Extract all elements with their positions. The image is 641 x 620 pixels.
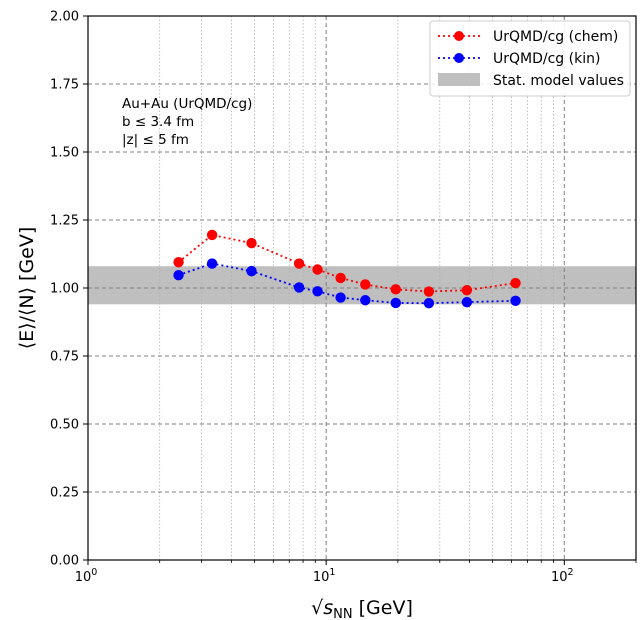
data-point-kin	[335, 292, 346, 303]
annotation-line-3: |z| ≤ 5 fm	[122, 132, 189, 148]
x-tick-label: 102	[551, 567, 574, 585]
x-axis-label-sqrt: √	[311, 597, 324, 619]
y-tick-label: 0.00	[50, 554, 79, 569]
annotation: Au+Au (UrQMD/cg) b ≤ 3.4 fm |z| ≤ 5 fm	[122, 96, 252, 148]
data-point-chem	[246, 237, 257, 249]
legend-label-kin: UrQMD/cg (kin)	[493, 51, 600, 67]
data-point-kin	[206, 258, 218, 269]
y-tick-label: 1.25	[50, 214, 79, 229]
y-tick-label: 1.75	[50, 78, 79, 93]
legend: UrQMD/cg (chem) UrQMD/cg (kin) Stat. mod…	[429, 20, 631, 97]
x-axis-label: √sNN [GeV]	[311, 597, 413, 620]
x-tick-label: 100	[75, 567, 98, 585]
y-tick-label: 1.00	[50, 282, 79, 297]
legend-swatch-band	[438, 73, 480, 86]
series-line-chem	[177, 234, 516, 293]
x-tick-label: 101	[313, 567, 336, 585]
y-tick-label: 2.00	[50, 10, 79, 25]
data-point-kin	[173, 270, 184, 281]
x-axis-label-unit: [GeV]	[353, 597, 413, 619]
data-point-chem	[173, 256, 184, 268]
data-point-chem	[510, 277, 521, 289]
legend-marker-kin	[454, 53, 464, 63]
x-axis-label-subscript: NN	[333, 607, 352, 620]
legend-marker-chem	[454, 31, 464, 41]
data-point-chem	[335, 272, 346, 284]
data-point-kin	[312, 286, 323, 297]
data-point-kin	[360, 295, 371, 306]
data-point-kin	[423, 298, 435, 309]
annotation-line-2: b ≤ 3.4 fm	[122, 114, 194, 130]
x-axis-label-symbol: s	[323, 597, 333, 619]
data-point-chem	[206, 229, 218, 241]
data-point-kin	[246, 265, 257, 277]
legend-label-chem: UrQMD/cg (chem)	[493, 29, 618, 45]
y-tick-label: 0.25	[50, 486, 79, 501]
data-point-chem	[360, 279, 371, 290]
annotation-line-1: Au+Au (UrQMD/cg)	[122, 96, 252, 112]
legend-label-band: Stat. model values	[493, 73, 624, 89]
data-point-kin	[510, 295, 521, 306]
y-tick-label: 0.75	[50, 350, 79, 365]
series-line-kin	[178, 262, 516, 305]
y-axis-label: ⟨E⟩/⟨N⟩ [GeV]	[16, 227, 38, 350]
data-point-kin	[461, 296, 473, 308]
y-tick-label: 1.50	[50, 146, 79, 161]
data-point-chem	[390, 284, 401, 295]
data-point-kin	[293, 282, 305, 293]
data-point-chem	[461, 284, 473, 296]
data-point-chem	[312, 264, 323, 275]
data-point-chem	[293, 258, 305, 269]
data-point-kin	[390, 297, 401, 309]
y-tick-label: 0.50	[50, 418, 79, 433]
data-point-chem	[423, 286, 435, 297]
